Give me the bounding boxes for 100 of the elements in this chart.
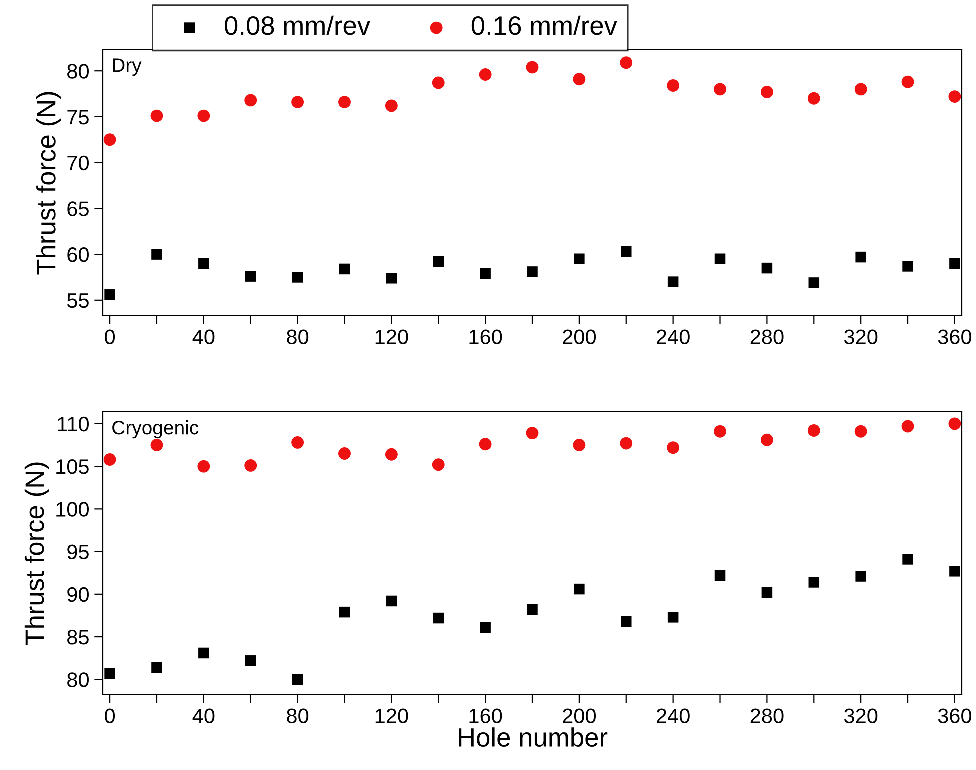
point xyxy=(574,584,585,595)
point xyxy=(526,427,539,440)
point xyxy=(292,674,304,686)
x-tick-label: 280 xyxy=(750,708,784,724)
annotation: Dry xyxy=(113,58,142,76)
x-tick-label: 360 xyxy=(938,708,972,724)
x-axis-title: Hole number xyxy=(459,728,608,747)
point xyxy=(620,56,633,70)
x-tick-label: 40 xyxy=(192,708,215,724)
point xyxy=(198,110,210,122)
point xyxy=(854,425,868,438)
y-tick-label: 105 xyxy=(56,460,89,474)
x-tick-label: 160 xyxy=(470,330,502,344)
y-tick-label: 75 xyxy=(68,110,89,125)
x-tick-label: 200 xyxy=(563,708,596,724)
point xyxy=(338,96,351,108)
y-tick-label: 60 xyxy=(68,248,89,262)
point xyxy=(714,570,726,582)
x-tick-label: 240 xyxy=(656,330,690,344)
point xyxy=(150,110,164,122)
point xyxy=(808,577,820,588)
point xyxy=(808,424,820,437)
point xyxy=(104,668,116,680)
point xyxy=(620,437,633,450)
point xyxy=(245,656,256,666)
point xyxy=(760,86,774,98)
point xyxy=(339,264,350,275)
y-tick-label: 55 xyxy=(67,294,89,308)
point xyxy=(527,266,538,278)
point xyxy=(950,258,960,270)
point xyxy=(432,76,445,90)
x-tick-label: 0 xyxy=(105,708,116,724)
point xyxy=(385,448,398,461)
point xyxy=(480,268,491,280)
point xyxy=(480,622,491,634)
x-tick-label: 360 xyxy=(938,330,972,344)
point xyxy=(104,134,116,146)
legend-label: 0.16 mm/rev xyxy=(472,16,618,36)
point xyxy=(150,439,164,452)
point xyxy=(433,256,444,268)
point xyxy=(104,290,116,300)
point xyxy=(104,454,116,466)
y-tick-label: 80 xyxy=(68,64,89,79)
point xyxy=(244,459,258,472)
point xyxy=(574,254,585,265)
x-tick-label: 200 xyxy=(563,330,596,344)
point xyxy=(948,90,962,103)
point xyxy=(714,425,726,438)
y-tick-label: 90 xyxy=(68,587,89,602)
y-tick-label: 70 xyxy=(68,156,89,171)
point xyxy=(856,571,866,582)
point xyxy=(198,648,210,659)
point xyxy=(714,83,726,96)
point xyxy=(573,439,586,452)
point xyxy=(760,434,774,446)
point xyxy=(902,420,914,433)
point xyxy=(668,612,679,623)
x-tick-label: 320 xyxy=(844,330,878,344)
x-tick-label: 280 xyxy=(750,330,784,344)
point xyxy=(433,612,444,624)
x-tick-label: 80 xyxy=(287,330,309,344)
point xyxy=(292,272,304,283)
point xyxy=(152,662,162,674)
point xyxy=(948,418,962,430)
y-tick-label: 100 xyxy=(56,502,89,517)
point xyxy=(573,73,586,86)
point xyxy=(667,80,680,92)
point xyxy=(621,246,632,258)
x-tick-label: 0 xyxy=(105,330,116,344)
y-tick-label: 80 xyxy=(68,672,89,688)
point xyxy=(292,96,304,108)
point xyxy=(198,460,210,473)
x-tick-label: 40 xyxy=(192,330,215,344)
point xyxy=(714,254,726,265)
point xyxy=(292,436,304,449)
y-tick-label: 95 xyxy=(68,544,89,560)
y-tick-label: 110 xyxy=(58,416,89,432)
point xyxy=(854,83,868,96)
point xyxy=(762,262,773,274)
point xyxy=(856,252,866,263)
point xyxy=(386,273,398,284)
x-tick-label: 320 xyxy=(844,708,878,724)
y-tick-label: 65 xyxy=(68,202,89,216)
point xyxy=(152,249,162,260)
x-tick-label: 120 xyxy=(376,330,408,344)
point xyxy=(244,94,258,107)
point xyxy=(667,442,680,454)
point xyxy=(245,271,256,282)
x-tick-label: 120 xyxy=(376,708,408,724)
point xyxy=(762,587,773,598)
point xyxy=(668,276,679,288)
point xyxy=(339,606,350,618)
point xyxy=(950,566,960,577)
point xyxy=(902,76,914,88)
point xyxy=(527,604,538,616)
x-tick-label: 240 xyxy=(656,708,690,724)
y-axis-title: Thrust force (N) xyxy=(36,92,62,275)
point xyxy=(386,596,398,607)
point xyxy=(808,92,820,105)
point xyxy=(385,100,398,112)
